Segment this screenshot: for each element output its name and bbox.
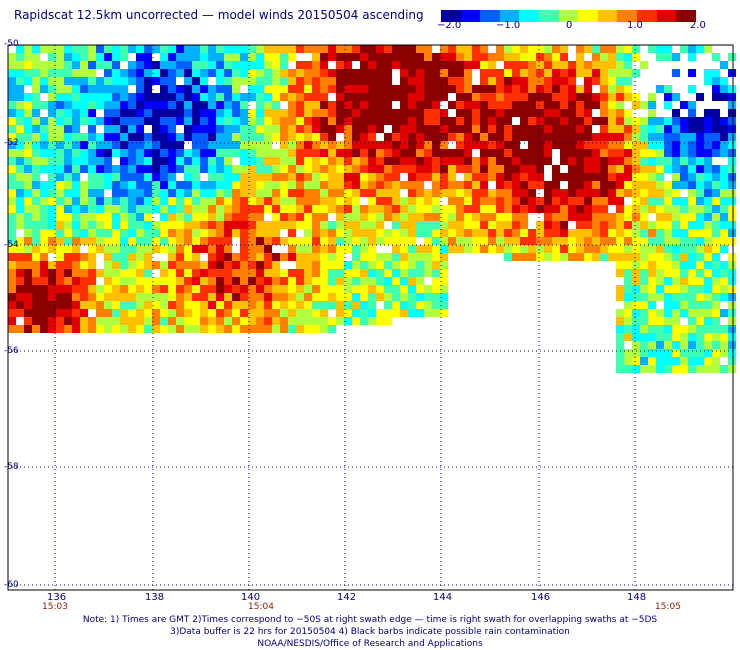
colorbar-swatch	[617, 10, 638, 22]
lon-label: 142	[337, 592, 357, 603]
lon-label: 136	[47, 592, 67, 603]
colorbar-swatch	[578, 10, 598, 22]
lat-label: -50	[4, 39, 19, 49]
colorbar-tick-label: −1.0	[496, 20, 521, 31]
lat-label: -60	[4, 580, 19, 590]
lat-label: -56	[4, 346, 19, 356]
colorbar-swatch	[539, 10, 559, 22]
colorbar-swatch	[499, 10, 520, 22]
colorbar-swatch	[460, 10, 481, 22]
colorbar-swatch	[519, 10, 540, 22]
lon-label: 140	[241, 592, 261, 603]
colorbar-swatch	[558, 10, 579, 22]
note-line-2: 3)Data buffer is 22 hrs for 20150504 4) …	[170, 627, 570, 637]
colorbar-swatch	[676, 10, 696, 22]
colorbar-tick-label: 1.0	[627, 20, 643, 31]
colorbar-swatch	[637, 10, 657, 22]
plot-title: Rapidscat 12.5km uncorrected — model win…	[14, 8, 424, 22]
lon-label: 138	[145, 592, 165, 603]
colorbar-swatch	[597, 10, 618, 22]
lat-label: -54	[4, 240, 19, 250]
note-line-3: NOAA/NESDIS/Office of Research and Appli…	[257, 639, 483, 649]
colorbar-swatch	[441, 10, 461, 22]
note-line-1: Note: 1) Times are GMT 2)Times correspon…	[82, 615, 658, 625]
time-label: 15:04	[248, 602, 274, 612]
colorbar-tick-label: −2.0	[437, 20, 462, 31]
lat-label: -52	[4, 138, 19, 148]
lon-label: 148	[627, 592, 647, 603]
colorbar-swatch	[656, 10, 677, 22]
time-label: 15:03	[42, 602, 68, 612]
colorbar-tick-label: 2.0	[690, 20, 706, 31]
colorbar-swatch	[480, 10, 500, 22]
time-label: 15:05	[655, 602, 681, 612]
wind-difference-field	[8, 45, 736, 373]
lat-label: -58	[4, 462, 19, 472]
plot-frame	[7, 44, 734, 591]
lon-label: 144	[433, 592, 453, 603]
colorbar-tick-label: 0	[566, 20, 573, 31]
colorbar	[441, 10, 696, 22]
lon-label: 146	[531, 592, 551, 603]
